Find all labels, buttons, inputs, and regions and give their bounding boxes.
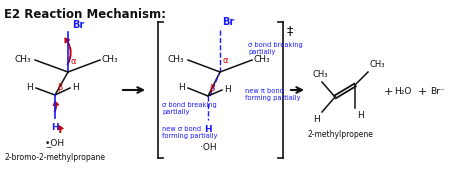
Text: 2-bromo-2-methylpropane: 2-bromo-2-methylpropane <box>4 153 106 162</box>
Text: CH₃: CH₃ <box>312 70 328 79</box>
Text: •̲OH: •̲OH <box>46 138 64 148</box>
Text: H: H <box>178 83 185 93</box>
Text: +: + <box>417 87 427 97</box>
Text: σ bond breaking
partially: σ bond breaking partially <box>248 42 303 55</box>
Text: H₂O: H₂O <box>394 88 412 96</box>
Text: CH₃: CH₃ <box>254 56 271 64</box>
FancyArrowPatch shape <box>58 126 63 133</box>
Text: Br: Br <box>222 17 234 27</box>
Text: 2-methylpropene: 2-methylpropene <box>307 130 373 139</box>
Text: H: H <box>313 115 320 124</box>
Text: α: α <box>71 57 76 66</box>
Text: H: H <box>51 123 59 132</box>
Text: Br: Br <box>72 20 84 30</box>
Text: CH₃: CH₃ <box>167 56 184 64</box>
FancyArrowPatch shape <box>65 38 71 65</box>
Text: ‡: ‡ <box>287 24 293 37</box>
Text: CH₃: CH₃ <box>14 56 31 64</box>
Text: β: β <box>57 83 63 92</box>
Text: H: H <box>224 85 231 94</box>
Text: new σ bond
forming partially: new σ bond forming partially <box>162 126 218 139</box>
Text: CH₃: CH₃ <box>370 60 385 69</box>
Text: σ bond breaking
partially: σ bond breaking partially <box>162 102 217 115</box>
FancyArrowPatch shape <box>53 101 59 112</box>
Text: Br⁻: Br⁻ <box>430 88 444 96</box>
Text: H: H <box>357 111 364 120</box>
Text: α: α <box>223 56 228 65</box>
Text: H: H <box>26 83 33 93</box>
Text: +: + <box>383 87 392 97</box>
Text: ·OH: ·OH <box>200 143 216 153</box>
Text: H: H <box>204 125 212 134</box>
Text: H: H <box>72 83 79 93</box>
Text: CH₃: CH₃ <box>102 56 118 64</box>
Text: new π bond
forming partially: new π bond forming partially <box>245 88 301 101</box>
Text: E2 Reaction Mechanism:: E2 Reaction Mechanism: <box>4 8 166 21</box>
Text: β: β <box>209 84 214 93</box>
